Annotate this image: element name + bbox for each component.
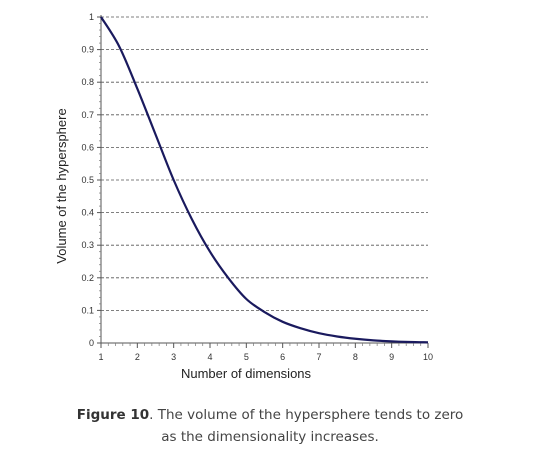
x-tick-label-8: 9 <box>389 352 394 362</box>
x-tick-label-5: 6 <box>280 352 285 362</box>
tick-labels: 0 0.1 0.2 0.3 0.4 0.5 0.6 0.7 0.8 0.9 1 1 2 3 4 5 6 7 8 9 10 <box>81 12 433 362</box>
y-tick-label-4: 0.4 <box>81 208 94 218</box>
series-line <box>100 16 429 344</box>
y-axis-title: Volume of the hypersphere <box>54 108 69 263</box>
y-tick-label-0: 0 <box>89 338 94 348</box>
x-tick-label-9: 10 <box>423 352 433 362</box>
y-tick-label-7: 0.7 <box>81 110 94 120</box>
y-tick-label-9: 0.9 <box>81 45 94 55</box>
x-axis-title: Number of dimensions <box>181 366 312 381</box>
x-tick-label-3: 4 <box>207 352 212 362</box>
hypersphere-volume-chart: 0 0.1 0.2 0.3 0.4 0.5 0.6 0.7 0.8 0.9 1 1 2 3 4 5 6 7 8 9 10… <box>54 12 433 381</box>
axes <box>97 15 429 348</box>
y-tick-label-6: 0.6 <box>81 142 94 152</box>
x-tick-label-4: 5 <box>244 352 249 362</box>
y-tick-label-3: 0.3 <box>81 240 94 250</box>
figure-label: Figure 10 <box>76 407 150 423</box>
x-tick-label-1: 2 <box>135 352 140 362</box>
minor-ticks <box>99 23 422 346</box>
y-tick-label-1: 0.1 <box>81 305 94 315</box>
x-tick-label-6: 7 <box>316 352 321 362</box>
figure-caption: Figure 10. The volume of the hypersphere… <box>0 404 540 448</box>
y-tick-label-10: 1 <box>89 12 94 22</box>
x-tick-label-2: 3 <box>171 352 176 362</box>
y-tick-label-8: 0.8 <box>81 77 94 87</box>
x-tick-label-0: 1 <box>98 352 103 362</box>
y-tick-label-2: 0.2 <box>81 273 94 283</box>
x-tick-label-7: 8 <box>353 352 358 362</box>
caption-text-line2: as the dimensionality increases. <box>161 429 379 445</box>
grid-lines <box>101 16 428 311</box>
caption-text-line1: . The volume of the hypersphere tends to… <box>149 407 464 423</box>
y-tick-label-5: 0.5 <box>81 175 94 185</box>
